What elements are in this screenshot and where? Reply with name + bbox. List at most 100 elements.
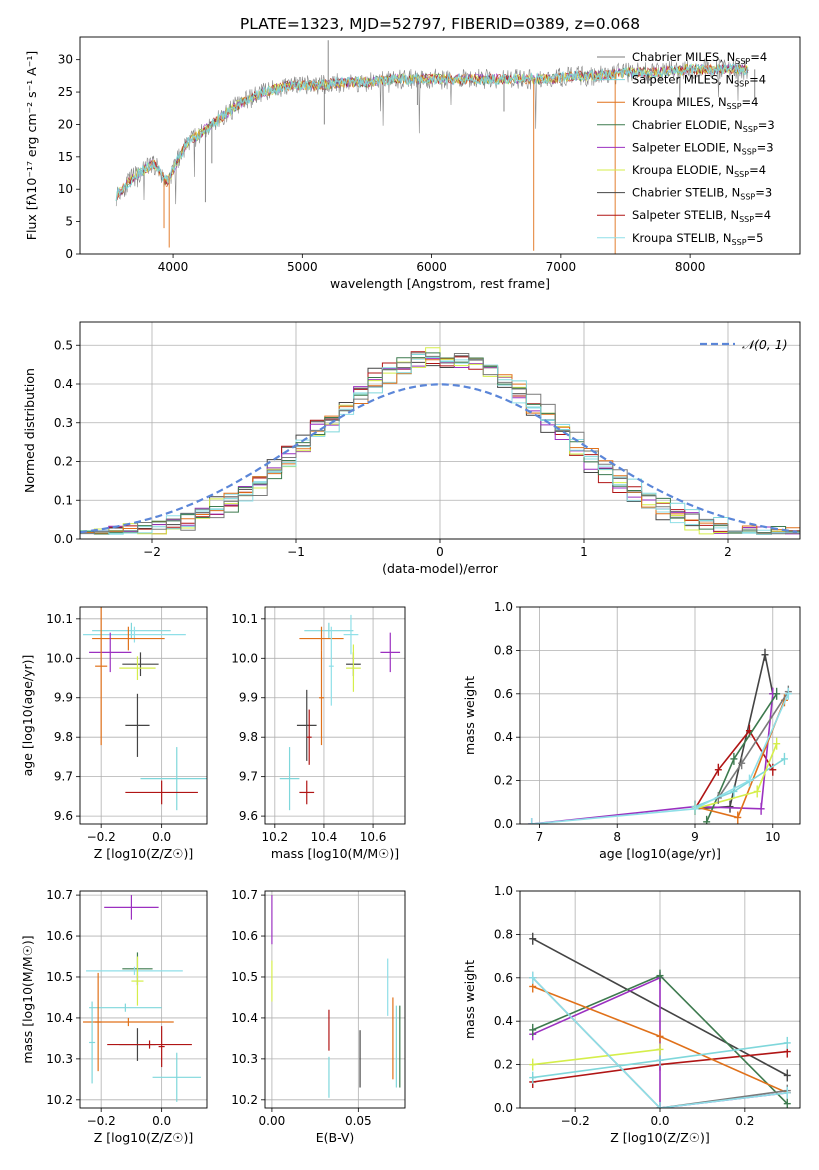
mass-weight-point xyxy=(726,800,734,813)
x-tick-label: −0.2 xyxy=(87,830,116,844)
normal-curve xyxy=(80,383,798,534)
x-tick-label: 7000 xyxy=(546,260,577,274)
y-tick-label: 9.9 xyxy=(54,691,73,705)
axes-frame xyxy=(264,890,406,1109)
error-bar-point xyxy=(107,1040,192,1049)
y-tick-label: 9.7 xyxy=(239,770,258,784)
legend-entry: Chabrier ELODIE, NSSP=3 xyxy=(632,118,775,134)
mass-weight-point xyxy=(656,1043,664,1056)
panel-6: 0.00 0.05 10.2 10.3 10.4 10.5 10.6 10.7 E(B-V) xyxy=(231,888,406,1145)
error-bar-point xyxy=(299,626,344,651)
axes-frame xyxy=(519,890,801,1109)
spectrum-line xyxy=(115,62,749,201)
y-tick-label: 0.3 xyxy=(54,416,73,430)
legend-entry: Kroupa ELODIE, NSSP=4 xyxy=(632,163,766,179)
mass-weight-line xyxy=(532,1048,661,1066)
y-tick-label: 10.2 xyxy=(231,1093,258,1107)
legend-entry: Salpeter MILES, NSSP=4 xyxy=(632,73,766,89)
x-tick-label: 8 xyxy=(613,830,621,844)
panel-5: −0.2 0.0 10.2 10.3 10.4 10.5 10.6 10.7 Z [log10(… xyxy=(20,888,208,1145)
error-bar-point xyxy=(299,780,315,805)
x-tick-label: 10.6 xyxy=(360,830,387,844)
y-axis-label: mass weight xyxy=(462,960,477,1039)
error-bar-point xyxy=(279,747,300,811)
error-bar-point xyxy=(95,607,108,746)
mass-weight-line xyxy=(531,693,790,824)
error-bar-point xyxy=(92,622,171,639)
mass-weight-point xyxy=(757,802,765,815)
y-tick-label: 9.6 xyxy=(239,809,258,823)
plot-area xyxy=(83,895,201,1102)
legend-entry: Salpeter ELODIE, NSSP=3 xyxy=(632,140,774,156)
mass-weight-point xyxy=(783,1069,791,1082)
plot-area xyxy=(279,614,401,811)
x-tick-label: 0 xyxy=(436,545,444,559)
x-tick-label: −0.2 xyxy=(561,1114,590,1128)
y-tick-label: 25 xyxy=(58,85,73,99)
mass-weight-point xyxy=(529,971,537,984)
error-bar-point xyxy=(122,652,159,677)
y-tick-label: 10.5 xyxy=(231,970,258,984)
y-tick-label: 10.0 xyxy=(46,651,73,665)
x-tick-label: 6000 xyxy=(416,260,447,274)
y-tick-label: 0.4 xyxy=(54,377,73,391)
x-tick-label: 10 xyxy=(765,830,780,844)
error-bar-point xyxy=(125,780,198,805)
y-tick-label: 10.6 xyxy=(231,929,258,943)
legend-entry: Chabrier STELIB, NSSP=3 xyxy=(632,186,772,202)
y-tick-label: 10.4 xyxy=(231,1011,258,1025)
histogram-series xyxy=(80,352,800,539)
y-tick-label: 10.1 xyxy=(231,612,258,626)
error-bar-point xyxy=(158,1026,165,1068)
error-bar-point xyxy=(296,689,317,761)
y-tick-label: 10.6 xyxy=(46,929,73,943)
error-bar-point xyxy=(95,972,102,1072)
mass-weight-line xyxy=(532,977,788,1108)
x-axis-label: (data-model)/error xyxy=(382,561,499,576)
mass-weight-point xyxy=(773,687,781,700)
mass-weight-point xyxy=(529,1023,537,1036)
y-tick-label: 0.6 xyxy=(494,971,513,985)
error-bar-point xyxy=(319,650,324,746)
panel-1: −2 −1 0 1 2 0.0 0.1 0.2 0.3 0.4 0.5 (data-model)/er… xyxy=(22,321,801,576)
x-tick-label: 4000 xyxy=(158,260,189,274)
mass-weight-point xyxy=(784,687,792,700)
mass-weight-point xyxy=(656,969,664,982)
mass-weight-line xyxy=(531,693,774,824)
y-tick-label: 10.2 xyxy=(46,1093,73,1107)
y-tick-label: 9.8 xyxy=(54,730,73,744)
plot-area xyxy=(80,347,800,539)
mass-weight-point xyxy=(761,648,769,661)
legend-entry: Chabrier MILES, NSSP=4 xyxy=(632,50,767,66)
y-tick-label: 0.8 xyxy=(494,927,513,941)
y-tick-label: 10.1 xyxy=(46,612,73,626)
x-tick-label: 7 xyxy=(536,830,544,844)
x-tick-label: 9 xyxy=(691,830,699,844)
x-tick-label: 0.00 xyxy=(259,1114,286,1128)
y-axis-label: Normed distribution xyxy=(22,368,37,493)
plot-area xyxy=(271,895,401,1098)
y-tick-label: 10.7 xyxy=(46,888,73,902)
error-bar-point xyxy=(346,644,361,692)
x-tick-label: 0.0 xyxy=(650,1114,669,1128)
y-tick-label: 10.0 xyxy=(231,651,258,665)
mass-weight-point xyxy=(734,811,742,824)
x-axis-label: age [log10(age/yr)] xyxy=(599,846,721,861)
plot-area xyxy=(83,607,207,811)
y-tick-label: 0.2 xyxy=(494,774,513,788)
x-tick-label: −1 xyxy=(287,545,305,559)
mass-weight-point xyxy=(703,815,711,824)
y-tick-label: 9.7 xyxy=(54,770,73,784)
error-bar-point xyxy=(89,1003,162,1012)
y-tick-label: 10.5 xyxy=(46,970,73,984)
y-tick-label: 9.8 xyxy=(239,730,258,744)
mass-weight-point xyxy=(714,763,722,776)
y-tick-label: 0.8 xyxy=(494,643,513,657)
error-bar-point xyxy=(131,956,144,1006)
figure-title: PLATE=1323, MJD=52797, FIBERID=0389, z=0… xyxy=(240,15,640,33)
x-tick-label: −0.2 xyxy=(87,1114,116,1128)
error-bar-point xyxy=(343,614,359,655)
x-axis-label: Z [log10(Z/Z☉)] xyxy=(94,1130,194,1145)
error-bar-point xyxy=(89,632,132,673)
mass-weight-point xyxy=(753,785,761,798)
